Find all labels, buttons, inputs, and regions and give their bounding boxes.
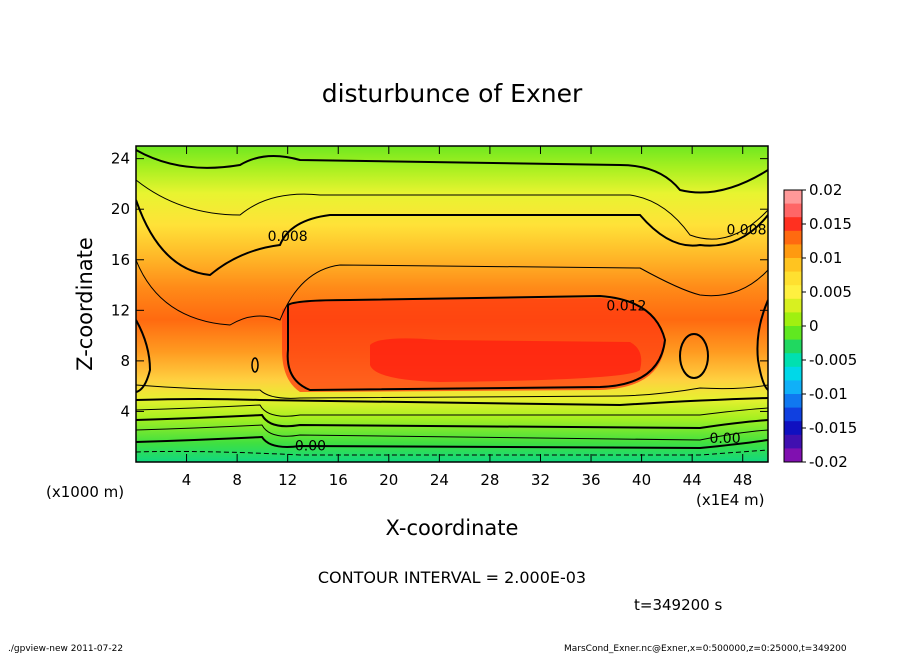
- colorbar-swatch: [784, 448, 802, 463]
- time-text: t=349200 s: [634, 596, 722, 614]
- colorbar-swatch: [784, 421, 802, 436]
- contour-line: [136, 449, 768, 456]
- colorbar-label: 0.015: [809, 215, 852, 233]
- x-tick-label: 20: [379, 471, 398, 489]
- contour-line: [136, 413, 768, 430]
- colorbar-swatch: [784, 353, 802, 368]
- x-tick-label: 4: [182, 471, 192, 489]
- colorbar-swatch: [784, 339, 802, 354]
- colorbar-swatch: [784, 394, 802, 409]
- contour-line: [136, 319, 152, 393]
- contour-labels: 0.008 0.008 0.012 0.00 0.00: [268, 222, 767, 454]
- x-tick-label: 8: [232, 471, 242, 489]
- x-tick-label: 40: [632, 471, 651, 489]
- core-max: [370, 338, 642, 382]
- colorbar-swatch: [784, 312, 802, 327]
- x-axis-ticks: 4 8 12 16 20 24 28 32 36 40 44 48: [182, 146, 752, 489]
- colorbar-label: -0.015: [809, 419, 857, 437]
- contour-label: 0.012: [606, 298, 646, 314]
- colorbar-label: -0.01: [809, 385, 848, 403]
- colorbar-swatch: [784, 258, 802, 273]
- y-tick-label: 16: [111, 251, 130, 269]
- contour-label: 0.008: [726, 222, 766, 238]
- x-tick-label: 32: [531, 471, 550, 489]
- colorbar-swatch: [784, 434, 802, 449]
- colorbar-swatch: [784, 407, 802, 422]
- x-tick-label: 36: [581, 471, 600, 489]
- x-tick-label: 28: [480, 471, 499, 489]
- y-tick-label: 12: [111, 301, 130, 319]
- x-axis-label: X-coordinate: [386, 516, 519, 540]
- y-axis-label: Z-coordinate: [73, 237, 97, 371]
- contour-label: 0.008: [268, 229, 308, 245]
- contour-line: [136, 435, 768, 450]
- chart-title: disturbunce of Exner: [322, 79, 583, 108]
- contour-label: 0.00: [295, 439, 326, 455]
- colorbar-label: 0.02: [809, 181, 842, 199]
- colorbar-swatch: [784, 203, 802, 218]
- colorbar-label: 0.005: [809, 283, 852, 301]
- contour-line: [286, 294, 667, 392]
- contour-line: [136, 199, 768, 277]
- colorbar-labels: 0.02 0.015 0.01 0.005 0 -0.005 -0.01 -0.015 -0.0…: [802, 181, 857, 471]
- y-axis-ticks: 4 8 12 16 20 24: [111, 150, 768, 420]
- colorbar-swatch: [784, 326, 802, 341]
- y-tick-label: 8: [120, 352, 130, 370]
- colorbar-swatch: [784, 230, 802, 245]
- contour-label: 0.00: [709, 431, 740, 447]
- colorbar-swatch: [784, 190, 802, 205]
- footer-right: MarsCond_Exner.nc@Exner,x=0:500000,z=0:2…: [564, 644, 847, 654]
- colorbar-swatch: [784, 271, 802, 286]
- x-tick-label: 16: [329, 471, 348, 489]
- colorbar: [784, 190, 802, 463]
- y-tick-label: 20: [111, 200, 130, 218]
- contour-line: [136, 384, 768, 399]
- contour-line: [136, 424, 768, 441]
- colorbar-swatch: [784, 244, 802, 259]
- contour-line: [136, 404, 768, 417]
- colorbar-swatch: [784, 285, 802, 300]
- colorbar-label: -0.005: [809, 351, 857, 369]
- contour-line: [136, 179, 768, 240]
- footer-left: ./gpview-new 2011-07-22: [8, 644, 123, 654]
- contour-line: [136, 259, 768, 326]
- contour-line: [136, 149, 768, 194]
- colorbar-swatch: [784, 298, 802, 313]
- plot-frame: [135, 145, 769, 463]
- x-tick-label: 48: [733, 471, 752, 489]
- colorbar-label: 0: [809, 317, 819, 335]
- x-tick-label: 44: [683, 471, 702, 489]
- plot-area: [136, 146, 768, 462]
- x-unit-label: (x1000 m): [46, 483, 124, 501]
- contour-interval-text: CONTOUR INTERVAL = 2.000E-03: [318, 568, 586, 587]
- x-tick-label: 24: [430, 471, 449, 489]
- colorbar-swatch: [784, 380, 802, 395]
- x-unit-label-right: (x1E4 m): [696, 491, 765, 509]
- colorbar-swatch: [784, 366, 802, 381]
- contour-line: [251, 357, 259, 373]
- y-tick-label: 4: [120, 402, 130, 420]
- x-tick-label: 12: [278, 471, 297, 489]
- y-tick-label: 24: [111, 150, 130, 168]
- colorbar-label: -0.02: [809, 453, 848, 471]
- colorbar-label: 0.01: [809, 249, 842, 267]
- contour-line: [679, 333, 709, 379]
- contour-line: [136, 397, 768, 407]
- colorbar-swatch: [784, 217, 802, 232]
